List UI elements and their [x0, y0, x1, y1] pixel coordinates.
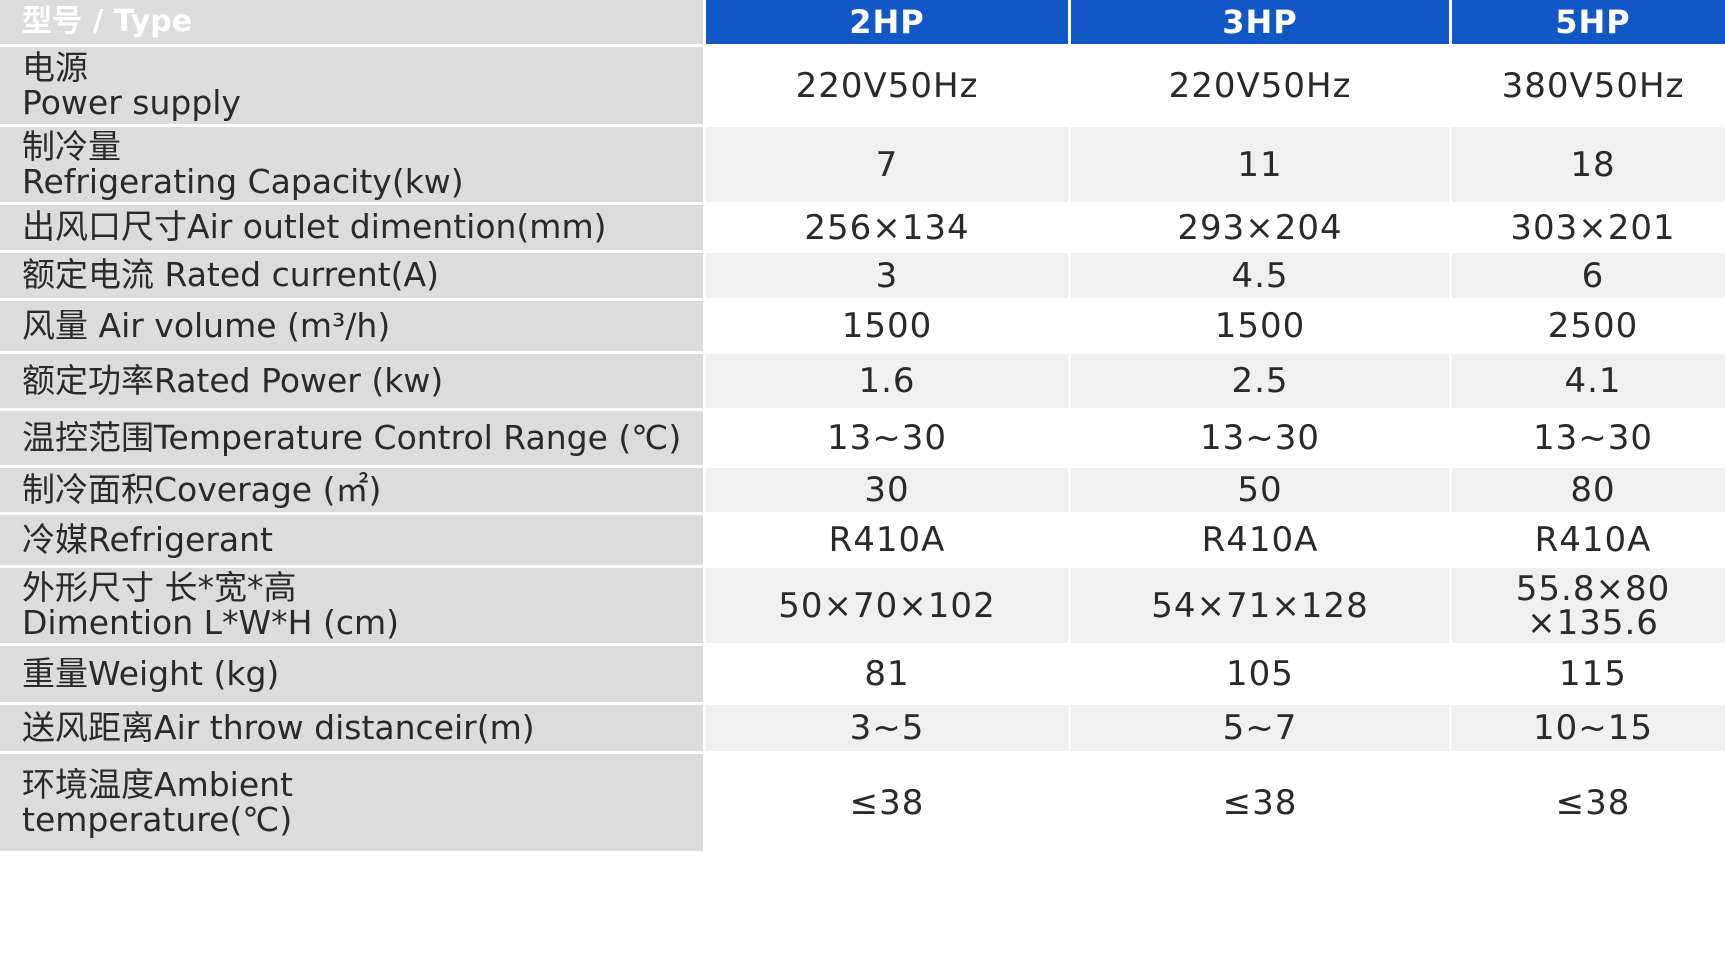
spec-label-line: 制冷量	[22, 127, 121, 166]
spec-label: 额定电流 Rated current(A)	[0, 253, 703, 301]
spec-value: 1500	[706, 301, 1068, 354]
spec-value: 13~30	[706, 411, 1068, 468]
spec-value: 220V50Hz	[706, 47, 1068, 127]
spec-value: 3~5	[706, 705, 1068, 754]
spec-value: 50	[1071, 468, 1449, 515]
spec-value: 115	[1452, 646, 1725, 705]
spec-label: 电源 Power supply	[0, 47, 703, 127]
spec-label-line: 额定电流 Rated current(A)	[22, 255, 439, 295]
spec-value: 30	[706, 468, 1068, 515]
spec-value: 50×70×102	[706, 568, 1068, 646]
header-model-5hp: 5HP	[1452, 0, 1725, 47]
header-type-label: 型号 / Type	[0, 0, 703, 47]
spec-value: 220V50Hz	[1071, 47, 1449, 127]
spec-value: 13~30	[1071, 411, 1449, 468]
spec-value: ≤38	[1452, 754, 1725, 854]
spec-value: ≤38	[1071, 754, 1449, 854]
spec-value: ≤38	[706, 754, 1068, 854]
spec-value: 2.5	[1071, 354, 1449, 411]
spec-value: 6	[1452, 253, 1725, 301]
spec-label: 出风口尺寸Air outlet dimention(mm)	[0, 205, 703, 253]
spec-label: 环境温度Ambient temperature(℃)	[0, 754, 703, 854]
spec-label: 外形尺寸 长*宽*高 Dimention L*W*H (cm)	[0, 568, 703, 646]
spec-value: 7	[706, 127, 1068, 205]
spec-value: 11	[1071, 127, 1449, 205]
spec-value: 5~7	[1071, 705, 1449, 754]
spec-value: 13~30	[1452, 411, 1725, 468]
spec-value: 256×134	[706, 205, 1068, 253]
spec-value: 303×201	[1452, 205, 1725, 253]
spec-value: 81	[706, 646, 1068, 705]
spec-label: 额定功率Rated Power (kw)	[0, 354, 703, 411]
spec-label-line: temperature(℃)	[22, 799, 293, 839]
spec-label-line: 额定功率Rated Power (kw)	[22, 360, 444, 400]
spec-value: 2500	[1452, 301, 1725, 354]
spec-value: 18	[1452, 127, 1725, 205]
spec-label-line: 外形尺寸 长*宽*高	[22, 568, 297, 607]
spec-label: 风量 Air volume (m³/h)	[0, 301, 703, 354]
spec-value: 80	[1452, 468, 1725, 515]
spec-label-line: 环境温度Ambient	[22, 764, 293, 804]
spec-label-line: 制冷面积Coverage (㎡)	[22, 469, 382, 509]
spec-value: 380V50Hz	[1452, 47, 1725, 127]
spec-value: 55.8×80 ×135.6	[1452, 568, 1725, 646]
spec-value: 4.5	[1071, 253, 1449, 301]
spec-label-line: 风量 Air volume (m³/h)	[22, 305, 391, 345]
spec-label-line: 出风口尺寸Air outlet dimention(mm)	[22, 207, 607, 247]
spec-label: 温控范围Temperature Control Range (℃)	[0, 411, 703, 468]
spec-label-line: 重量Weight (kg)	[22, 653, 280, 693]
spec-label: 冷媒Refrigerant	[0, 515, 703, 568]
spec-value: 3	[706, 253, 1068, 301]
spec-label: 制冷量 Refrigerating Capacity(kw)	[0, 127, 703, 205]
spec-value: 4.1	[1452, 354, 1725, 411]
spec-value: 54×71×128	[1071, 568, 1449, 646]
header-model-2hp: 2HP	[706, 0, 1068, 47]
spec-table: 型号 / Type 2HP 3HP 5HP 电源 Power supply 220V50Hz…	[0, 0, 1725, 854]
spec-label-line: 电源	[22, 47, 88, 87]
spec-label-line: Refrigerating Capacity(kw)	[22, 161, 464, 201]
header-model-3hp: 3HP	[1071, 0, 1449, 47]
spec-label-line: 送风距离Air throw distanceir(m)	[22, 707, 535, 747]
spec-value: R410A	[1452, 515, 1725, 568]
spec-value: R410A	[706, 515, 1068, 568]
spec-label: 重量Weight (kg)	[0, 646, 703, 705]
spec-value: 1500	[1071, 301, 1449, 354]
spec-label-line: 温控范围Temperature Control Range (℃)	[22, 417, 682, 457]
spec-value: 293×204	[1071, 205, 1449, 253]
spec-label: 制冷面积Coverage (㎡)	[0, 468, 703, 515]
spec-value: 10~15	[1452, 705, 1725, 754]
spec-label-line: Dimention L*W*H (cm)	[22, 602, 400, 642]
spec-label: 送风距离Air throw distanceir(m)	[0, 705, 703, 754]
spec-label-line: 冷媒Refrigerant	[22, 519, 273, 559]
spec-value: 1.6	[706, 354, 1068, 411]
spec-value: R410A	[1071, 515, 1449, 568]
spec-label-line: Power supply	[22, 82, 241, 122]
spec-value: 105	[1071, 646, 1449, 705]
